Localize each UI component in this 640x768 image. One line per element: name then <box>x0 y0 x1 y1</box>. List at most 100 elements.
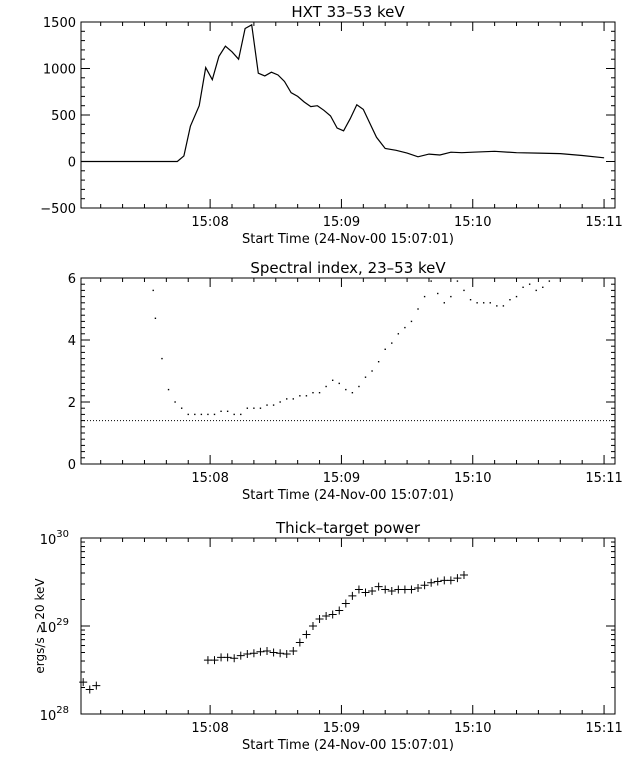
data-point-marker <box>381 585 390 594</box>
data-point <box>154 317 157 319</box>
data-point-marker <box>328 610 337 619</box>
x-tick-label: 15:09 <box>323 471 360 486</box>
data-point <box>463 289 465 292</box>
y-tick-label: 1000 <box>43 63 76 78</box>
y-tick-label: −500 <box>40 202 76 217</box>
data-point-marker <box>348 591 357 600</box>
data-point <box>152 289 154 292</box>
plot-frame <box>80 277 616 465</box>
data-point <box>312 392 314 394</box>
y-tick-label: 0 <box>68 156 76 171</box>
data-point-marker <box>374 582 383 591</box>
data-point-marker <box>322 611 331 620</box>
data-point <box>476 302 478 304</box>
chart-title: Spectral index, 23–53 keV <box>250 259 446 277</box>
data-point <box>253 407 255 409</box>
data-point-marker <box>282 650 291 659</box>
data-point <box>299 395 301 397</box>
data-point-marker <box>387 586 396 595</box>
data-point <box>496 305 498 307</box>
data-point-marker <box>249 649 258 658</box>
x-axis-label: Start Time (24-Nov-00 15:07:01) <box>242 488 454 503</box>
data-point <box>384 348 386 350</box>
data-point-marker <box>446 576 455 585</box>
data-point <box>351 392 354 394</box>
chart-title: Thick–target power <box>275 519 421 537</box>
data-point <box>548 280 551 282</box>
series-line <box>81 23 605 163</box>
y-tick-label: 1030 <box>40 529 69 548</box>
data-point-marker <box>269 648 278 657</box>
x-tick-label: 15:08 <box>191 215 228 230</box>
data-point <box>509 299 511 301</box>
data-point <box>410 320 413 323</box>
data-point-marker <box>407 585 416 594</box>
y-tick-label: 6 <box>68 272 76 287</box>
data-point-marker <box>256 647 265 656</box>
data-point-marker <box>230 654 239 663</box>
x-tick-label: 15:10 <box>454 721 491 736</box>
data-point <box>259 407 262 409</box>
data-point <box>325 385 327 388</box>
data-point-marker <box>420 581 429 590</box>
data-point-marker <box>368 586 377 595</box>
data-point <box>187 413 189 416</box>
data-point <box>482 302 485 304</box>
data-point <box>240 413 242 416</box>
data-point <box>345 388 347 391</box>
data-point-marker <box>223 653 232 662</box>
data-point <box>528 283 531 285</box>
data-point <box>423 295 426 298</box>
data-point <box>502 305 505 307</box>
x-tick-label: 15:10 <box>454 215 491 230</box>
data-point <box>489 302 491 304</box>
data-point <box>404 326 406 329</box>
data-point <box>522 286 524 288</box>
data-point <box>226 410 229 412</box>
data-point-marker <box>85 685 94 694</box>
data-point <box>279 401 281 403</box>
data-point <box>180 407 183 409</box>
y-tick-label: 1500 <box>43 16 76 31</box>
data-point <box>417 308 419 310</box>
y-tick-label: 500 <box>51 109 76 124</box>
data-point <box>266 404 268 406</box>
data-point-marker <box>263 646 272 655</box>
data-point <box>246 407 249 409</box>
y-tick-label: 4 <box>68 334 76 349</box>
data-point-marker <box>236 651 245 660</box>
data-point-marker <box>453 574 462 583</box>
data-point <box>286 398 288 400</box>
data-point <box>161 357 163 360</box>
data-point-marker <box>427 578 436 587</box>
data-point-marker <box>341 599 350 608</box>
plot-frame <box>80 21 616 209</box>
data-point <box>338 382 340 385</box>
data-point <box>542 286 544 288</box>
data-point <box>233 413 235 416</box>
chart-title: HXT 33–53 keV <box>291 3 405 21</box>
data-point <box>213 413 216 416</box>
data-point <box>437 292 439 295</box>
plot-frame <box>80 537 616 715</box>
data-point <box>358 385 360 388</box>
data-point <box>377 361 380 363</box>
data-point <box>292 398 294 400</box>
x-tick-label: 15:11 <box>585 721 622 736</box>
data-point <box>450 295 452 298</box>
y-axis-label: ergs/s > 20 keV <box>33 578 47 674</box>
x-tick-label: 15:11 <box>585 215 622 230</box>
data-point <box>364 376 367 378</box>
x-tick-label: 15:08 <box>191 471 228 486</box>
data-point-marker <box>79 678 88 687</box>
data-point-marker <box>459 570 468 579</box>
data-point-marker <box>92 681 101 690</box>
data-point <box>456 280 459 282</box>
x-axis-label: Start Time (24-Nov-00 15:07:01) <box>242 232 454 247</box>
data-point-marker <box>433 577 442 586</box>
data-point <box>174 401 176 403</box>
data-point-marker <box>335 606 344 615</box>
data-point <box>443 302 445 304</box>
data-point <box>397 333 400 335</box>
